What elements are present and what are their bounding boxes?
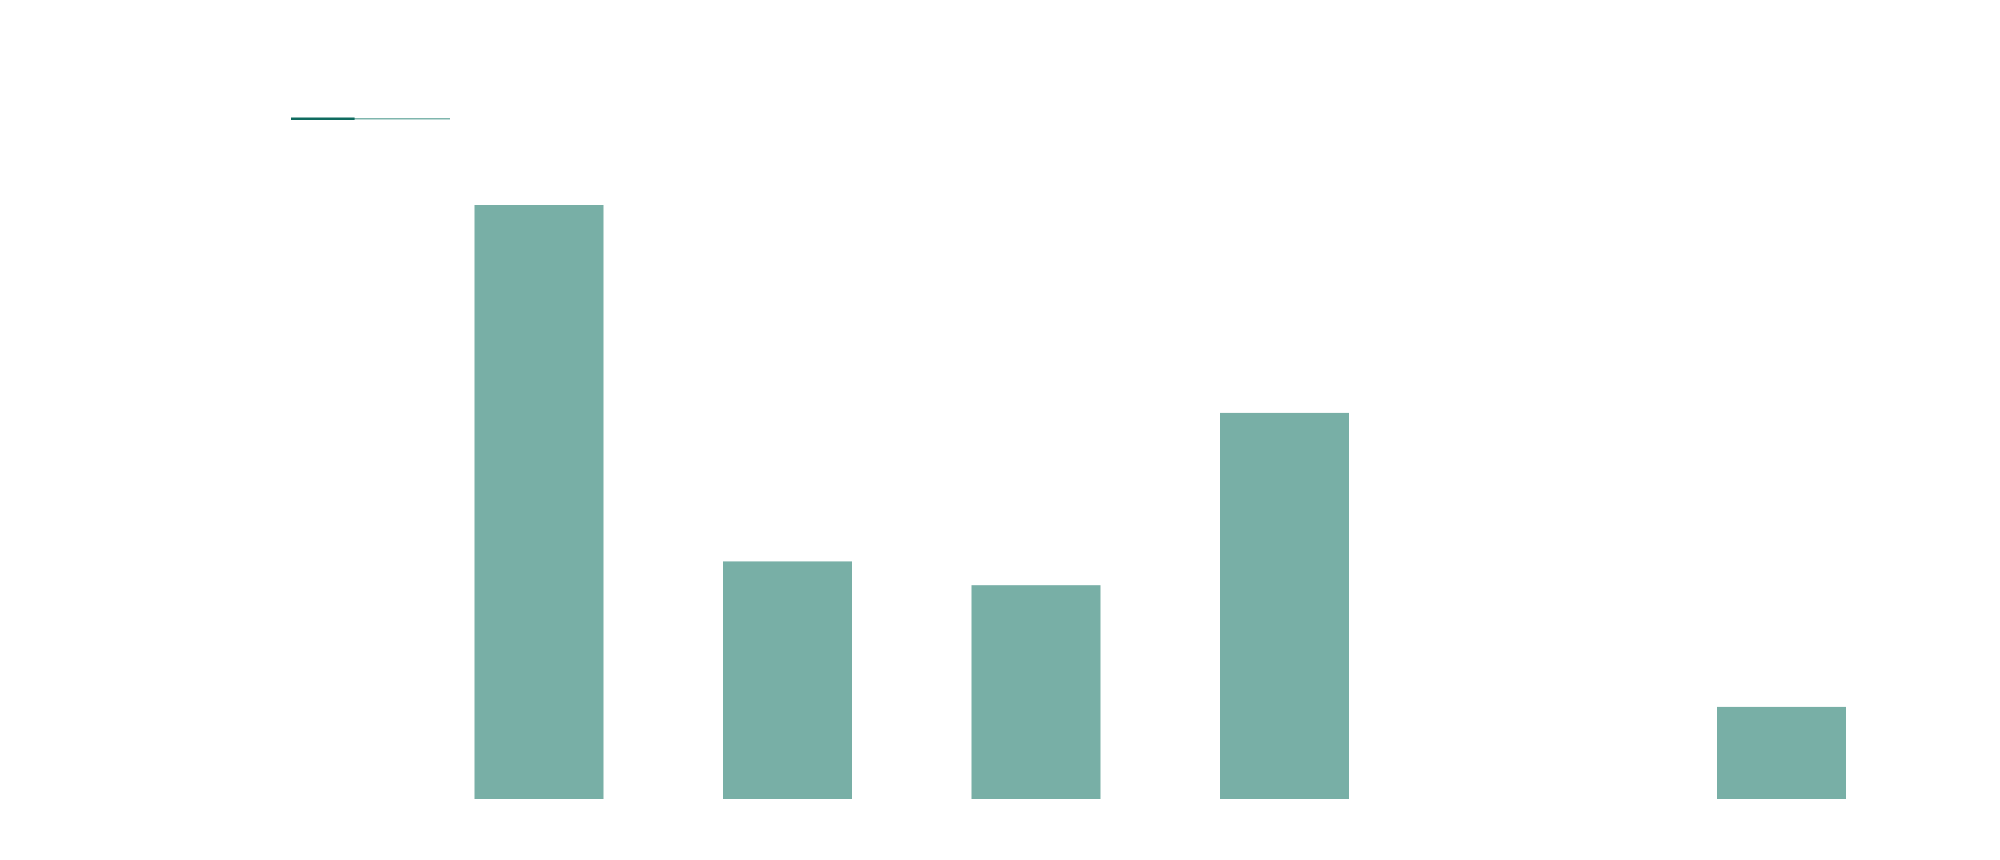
indicator-active [291, 117, 355, 120]
bar-2 [971, 585, 1101, 799]
bars [474, 205, 1846, 799]
bar-0 [474, 205, 604, 799]
tab-indicator [291, 117, 450, 120]
bar-1 [723, 561, 852, 799]
bar-5 [1717, 706, 1846, 799]
bar-3 [1220, 412, 1349, 799]
indicator-track [291, 118, 450, 120]
